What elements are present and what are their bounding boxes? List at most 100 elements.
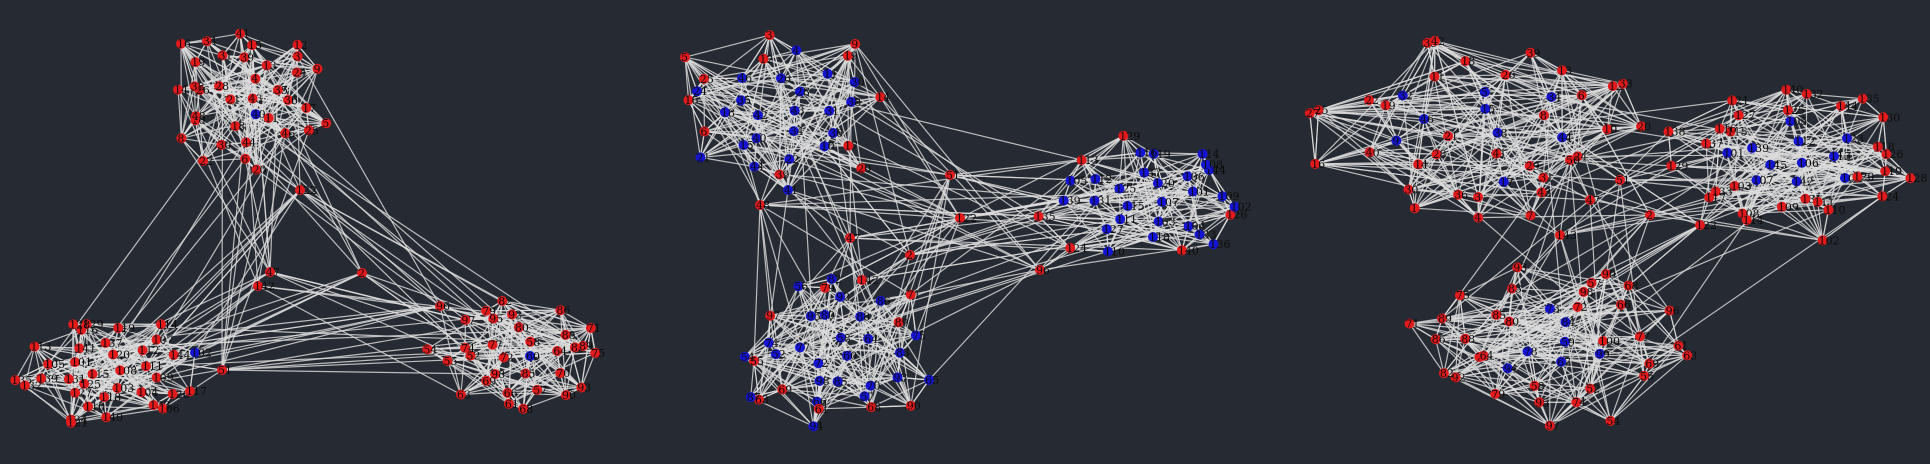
node-dot (321, 118, 332, 129)
node-label: 61 (815, 403, 829, 416)
node-label: 38 (847, 96, 861, 109)
graph-node: 30 (1403, 184, 1418, 197)
graph-node: 75 (590, 347, 605, 360)
node-label: 142 (858, 274, 879, 287)
node-label: 12 (760, 53, 774, 66)
node-dot (283, 95, 293, 105)
graph-node: 12 (292, 39, 308, 52)
graph-node: 111 (141, 360, 163, 373)
edge (684, 56, 849, 147)
node-dot (518, 403, 529, 414)
node-label: 20 (857, 162, 871, 175)
edge (105, 377, 157, 418)
node-dot (235, 28, 245, 39)
node-label: 64 (553, 345, 567, 358)
node-label: 19 (191, 56, 205, 69)
graph-node: 39 (239, 51, 254, 64)
edge (79, 327, 591, 349)
graph-node: 61 (813, 403, 829, 416)
node-label: 140 (1178, 244, 1199, 257)
edge (854, 43, 856, 83)
node-label: 89 (895, 316, 909, 329)
node-label: 55 (444, 355, 458, 368)
graph-node: 10 (1602, 123, 1617, 136)
edge (700, 43, 856, 158)
node-label: 112 (139, 344, 160, 357)
graph-node: 44 (749, 161, 764, 174)
graph-node: 106 (157, 403, 180, 416)
graph-node: 119 (1880, 165, 1902, 178)
node-label: 112 (1091, 173, 1112, 186)
graph-node: 26 (776, 72, 791, 85)
node-dot (217, 50, 228, 61)
node-dot (240, 153, 251, 164)
node-label: 69 (1645, 358, 1659, 371)
edge (361, 272, 567, 396)
graph-node: 144 (1836, 100, 1858, 113)
graph-node: 31 (217, 49, 233, 62)
node-label: 71 (587, 322, 601, 335)
edge (195, 115, 301, 191)
node-label: 15 (248, 39, 262, 52)
node-label: 129 (1667, 160, 1688, 173)
node-label: 139 (1060, 195, 1081, 208)
edge (74, 132, 286, 394)
edge (827, 43, 856, 75)
edge (14, 346, 36, 381)
graph-node: 142 (1791, 175, 1814, 188)
node-label: 58 (837, 332, 851, 345)
graph-node: 98 (814, 375, 830, 388)
node-label: 86 (556, 304, 570, 317)
graph-node: 42 (1430, 35, 1445, 48)
node-dot (253, 281, 263, 291)
edge (15, 363, 49, 381)
edge (33, 346, 42, 379)
node-dot (100, 337, 111, 348)
node-label: 14 (174, 84, 188, 97)
node-dot (115, 365, 126, 376)
node-label: 128 (69, 318, 90, 331)
graph-node: 142 (253, 280, 275, 293)
graph-node: 97 (765, 310, 780, 323)
node-dot (225, 94, 236, 105)
node-label: 105 (1066, 175, 1087, 188)
node-label: 71 (907, 289, 921, 302)
edge (787, 55, 849, 191)
node-label: 98 (816, 375, 830, 388)
edge (559, 309, 584, 347)
graph-node: 66 (502, 387, 518, 400)
node-dot (190, 57, 201, 68)
node-dot (488, 313, 499, 324)
graph-node: 129 (1118, 130, 1140, 143)
node-label: 127 (1103, 223, 1124, 236)
graph-node: 126 (1881, 148, 1903, 161)
node-dot (190, 347, 200, 358)
graph-node: 82 (826, 273, 842, 286)
node-label: 63 (457, 389, 471, 402)
edge (221, 369, 496, 375)
edge (269, 271, 493, 346)
edge (203, 158, 246, 162)
node-label: 39 (776, 169, 790, 182)
node-dot (292, 51, 303, 62)
node-label: 57 (533, 384, 547, 397)
node-label: 139 (1748, 142, 1769, 155)
edge (696, 90, 726, 113)
graph-node: 104 (136, 386, 158, 399)
graph-node: 86 (555, 304, 570, 317)
edge (145, 132, 286, 367)
node-label: 142 (1793, 175, 1814, 188)
edge (24, 384, 107, 418)
node-label: 61 (505, 398, 519, 411)
graph-node: 11 (822, 68, 838, 81)
edge (156, 189, 301, 341)
node-label: 114 (1743, 214, 1764, 227)
node-label: 137 (1702, 138, 1723, 151)
node-label: 44 (242, 136, 256, 149)
graph-node: 106 (1182, 170, 1205, 183)
edge (194, 55, 298, 87)
node-label: 88 (562, 329, 576, 342)
edge (257, 285, 462, 396)
node-dot (265, 267, 275, 277)
